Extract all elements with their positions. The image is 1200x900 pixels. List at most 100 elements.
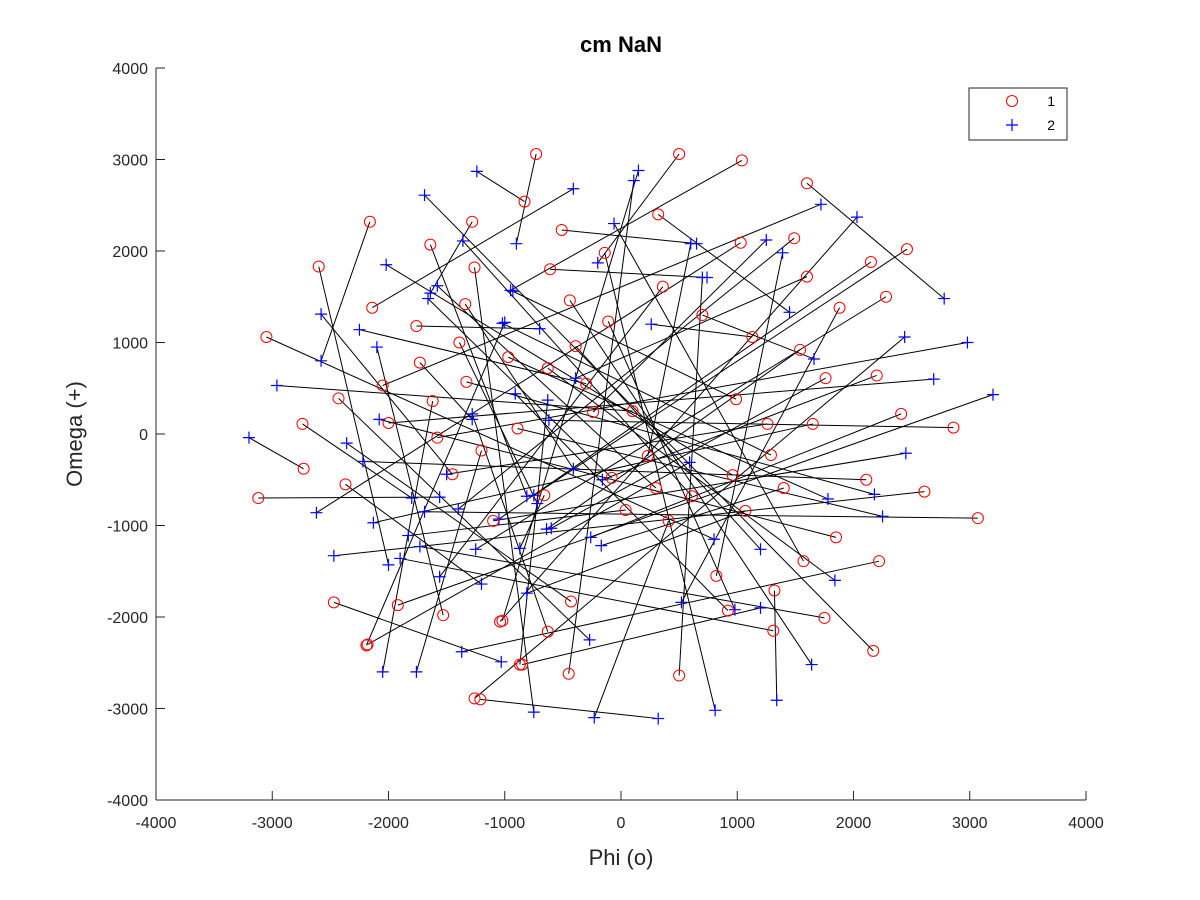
series-1-point: [619, 503, 632, 516]
connector-line: [647, 243, 692, 457]
series-2-point: [961, 336, 974, 349]
connector-line: [382, 203, 822, 386]
connector-line: [385, 264, 733, 476]
y-tick-label: 3000: [112, 153, 148, 170]
connector-line: [365, 322, 506, 646]
connector-line: [439, 286, 664, 578]
connector-line: [502, 322, 772, 456]
series-1-point: [496, 614, 509, 627]
series-1-point: [918, 485, 931, 498]
series-2-point: [531, 497, 544, 510]
y-tick-label: 0: [139, 427, 148, 444]
connector-line: [371, 188, 574, 309]
connector-line: [548, 419, 954, 429]
connector-line: [550, 268, 708, 279]
series-2-point: [506, 285, 519, 298]
series-1-point: [252, 492, 265, 505]
series-2-point: [927, 373, 940, 386]
series-2-point: [645, 318, 658, 331]
series-2-point: [627, 174, 640, 187]
series-2-point: [456, 234, 469, 247]
series-1-point: [735, 154, 748, 167]
series-1-point: [819, 372, 832, 385]
series-1-point: [768, 584, 781, 597]
series-1-point: [459, 298, 472, 311]
series-2-point: [709, 704, 722, 717]
connector-line: [461, 560, 880, 653]
y-tick-label: -1000: [107, 519, 148, 536]
series-1-point: [971, 512, 984, 525]
series-1-point: [297, 462, 310, 475]
series-1-point: [332, 392, 345, 405]
series-2-point: [356, 455, 369, 468]
connector-line: [400, 557, 774, 632]
connector-line: [522, 607, 761, 666]
series-2-point: [509, 387, 522, 400]
series-2-point: [376, 665, 389, 678]
series-2-point: [728, 603, 741, 616]
connector-line: [593, 520, 670, 718]
series-1-point: [673, 669, 686, 682]
series-1-point: [864, 255, 877, 268]
series-1-point: [580, 377, 593, 390]
series-1-point: [466, 215, 479, 228]
series-2-point: [876, 510, 889, 523]
series-2-point: [540, 523, 553, 536]
connector-line: [681, 307, 840, 603]
connector-line: [519, 400, 549, 665]
connector-line: [333, 491, 925, 557]
series-1-point: [565, 595, 578, 608]
series-1-point: [260, 331, 273, 344]
connector-line: [568, 180, 635, 674]
series-2-point: [754, 601, 767, 614]
series-1-point: [468, 261, 481, 274]
x-tick-label: 4000: [1068, 815, 1104, 832]
series-1-point: [739, 504, 752, 517]
series-2-point: [469, 543, 482, 556]
series-2-point: [380, 258, 393, 271]
series-2-point: [567, 182, 580, 195]
x-tick-label: 1000: [719, 815, 755, 832]
series-1-point: [656, 280, 669, 293]
series-2-point: [394, 552, 407, 565]
series-1-point: [511, 422, 524, 435]
series-2-point: [382, 558, 395, 571]
series-2-point: [542, 414, 555, 427]
series-1-point: [860, 473, 873, 486]
series-1-point: [541, 362, 554, 375]
connector-line: [480, 698, 659, 720]
series-2-point: [353, 323, 366, 336]
connector-line: [498, 261, 872, 520]
connector-line: [806, 182, 945, 299]
series-2-point: [418, 505, 431, 518]
series-2-point: [898, 331, 911, 344]
connector-line: [446, 423, 768, 475]
series-2-point: [405, 492, 418, 505]
series-1-point: [562, 667, 575, 680]
series-1-point: [641, 449, 654, 462]
connector-line: [333, 601, 502, 663]
series-2-point: [520, 587, 533, 600]
connector-line: [367, 461, 690, 645]
connector-line: [346, 442, 572, 602]
series-2-point: [591, 256, 604, 269]
series-2-point: [828, 574, 841, 587]
series-2-point: [402, 529, 415, 542]
series-2-point: [696, 271, 709, 284]
connector-line: [493, 452, 906, 522]
series-2-point: [510, 237, 523, 250]
series-1-point: [363, 215, 376, 228]
y-tick-label: -2000: [107, 610, 148, 627]
ticks: -4000 -3000 -2000 -1000 0 1000 2000 3000 4000 -40…: [107, 61, 1104, 832]
series-1-point: [587, 406, 600, 419]
y-tick-label: -4000: [107, 793, 148, 810]
legend-label-1: 1: [1047, 93, 1055, 109]
series-2-point: [583, 633, 596, 646]
series-1-point: [538, 489, 551, 502]
connector-line: [458, 342, 538, 504]
legend-label-2: 2: [1047, 117, 1055, 133]
series-1-point: [794, 343, 807, 356]
series-1-point: [696, 309, 709, 322]
connector-line: [526, 510, 746, 594]
